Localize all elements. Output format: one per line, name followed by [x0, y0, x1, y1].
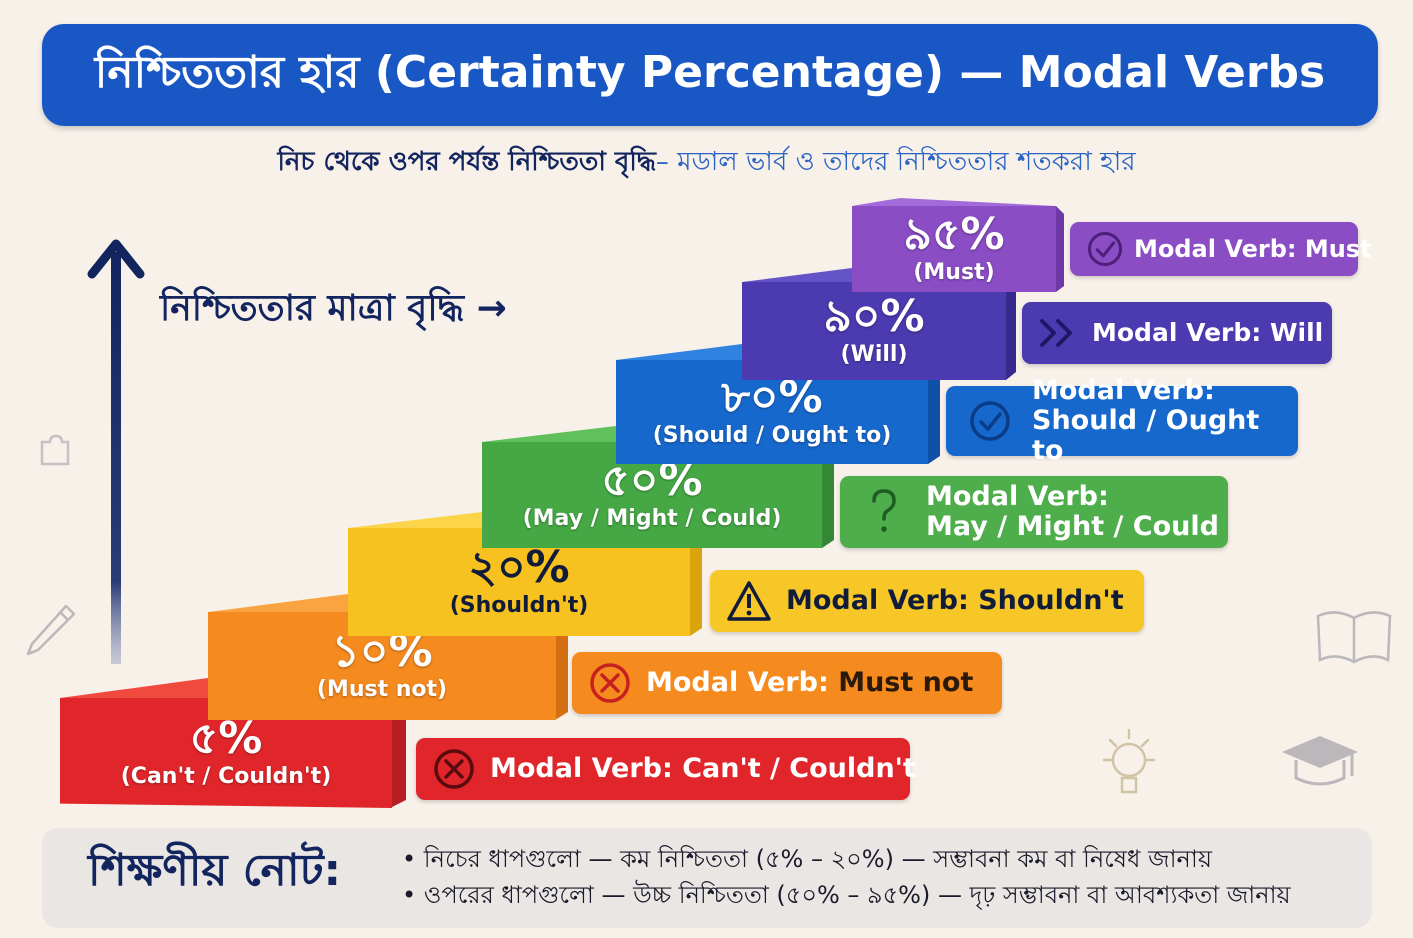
note-line-2: • ওপরের ধাপগুলো — উচ্চ নিশ্চিততা (৫০% – …: [402, 881, 1291, 909]
graduation-cap-icon: [1282, 736, 1358, 786]
note-box: [42, 828, 1372, 928]
double-chevron-icon: [1038, 317, 1078, 349]
step-top-face-7: [852, 198, 1056, 206]
pencil-icon: [26, 604, 76, 656]
step-side-face-5: [928, 360, 940, 464]
step-side-face-2: [555, 612, 568, 720]
tag-must: Modal Verb: Must: [1070, 222, 1372, 276]
tag-may-might-could: Modal Verb: May / Might / Could: [840, 476, 1228, 548]
check-circle-icon: [962, 399, 1018, 443]
axis-label: নিশ্চিততার মাত্রা বৃদ্ধি →: [160, 288, 507, 329]
x-circle-icon: [432, 747, 476, 791]
x-circle-icon: [588, 661, 632, 705]
step-verb: (Should / Ought to): [652, 423, 892, 448]
step-verb: (Will): [840, 342, 908, 367]
tag-line2: Should / Ought to: [1032, 405, 1260, 466]
tag-label-strong: Must not: [838, 667, 974, 698]
step-95-percent: ৯৫% (Must): [852, 206, 1056, 292]
tag-cant-couldnt: Modal Verb: Can't / Couldn't: [416, 738, 916, 800]
note-title: শিক্ষণীয় নোট:: [88, 844, 342, 896]
tag-label: Modal Verb: Shouldn't: [786, 585, 1124, 616]
page-title: নিশ্চিততার হার (Certainty Percentage) — …: [94, 46, 1326, 98]
tag-label: Modal Verb: Must: [1134, 235, 1372, 263]
tag-line1: Modal Verb:: [926, 481, 1109, 512]
tag-shouldnt: Modal Verb: Shouldn't: [710, 570, 1144, 632]
certainty-up-arrow-icon: [87, 239, 145, 664]
step-percent: ৫%: [189, 713, 263, 764]
warning-icon: [726, 579, 772, 623]
step-side-face-3: [690, 528, 702, 636]
step-verb: (Can't / Couldn't): [120, 764, 332, 789]
lightbulb-icon: [1102, 728, 1156, 794]
step-verb: (Shouldn't): [449, 593, 589, 618]
tag-label: Modal Verb: Can't / Couldn't: [490, 753, 916, 784]
step-side-face-7: [1056, 206, 1064, 292]
step-percent: ৯০%: [823, 291, 925, 342]
step-side-face-1: [390, 698, 406, 808]
step-percent: ৮০%: [721, 372, 823, 423]
tag-label: Modal Verb: Will: [1092, 318, 1324, 347]
step-percent: ২০%: [468, 542, 570, 593]
step-percent: ৫০%: [601, 455, 703, 506]
tag-line1: Modal Verb:: [1032, 375, 1215, 406]
tag-must-not: Modal Verb: Must not: [572, 652, 1002, 714]
step-side-face-4: [822, 442, 834, 548]
title-banner: নিশ্চিততার হার (Certainty Percentage) — …: [42, 24, 1378, 126]
question-icon: [856, 487, 912, 537]
subtitle-bold: নিচ থেকে ওপর পর্যন্ত নিশ্চিততা বৃদ্ধি: [277, 147, 656, 177]
step-side-face-6: [1006, 282, 1016, 380]
tag-will: Modal Verb: Will: [1022, 302, 1332, 364]
step-90-percent: ৯০% (Will): [742, 282, 1006, 380]
subtitle-light: – মডাল ভার্ব ও তাদের নিশ্চিততার শতকরা হা…: [655, 147, 1136, 177]
tag-should-ought-to: Modal Verb: Should / Ought to: [946, 376, 1298, 466]
step-verb: (Must not): [316, 677, 448, 702]
step-percent: ৯৫%: [903, 209, 1005, 260]
check-circle-icon: [1086, 230, 1124, 268]
puzzle-icon: [40, 434, 70, 466]
subtitle: নিচ থেকে ওপর পর্যন্ত নিশ্চিততা বৃদ্ধি – …: [0, 140, 1413, 186]
step-verb: (Must): [913, 260, 995, 285]
tag-label-prefix: Modal Verb:: [646, 667, 839, 698]
book-icon: [1316, 611, 1392, 664]
step-verb: (May / Might / Could): [522, 506, 782, 531]
note-line-1: • নিচের ধাপগুলো — কম নিশ্চিততা (৫% – ২০%…: [402, 845, 1212, 873]
tag-line2: May / Might / Could: [926, 511, 1219, 542]
